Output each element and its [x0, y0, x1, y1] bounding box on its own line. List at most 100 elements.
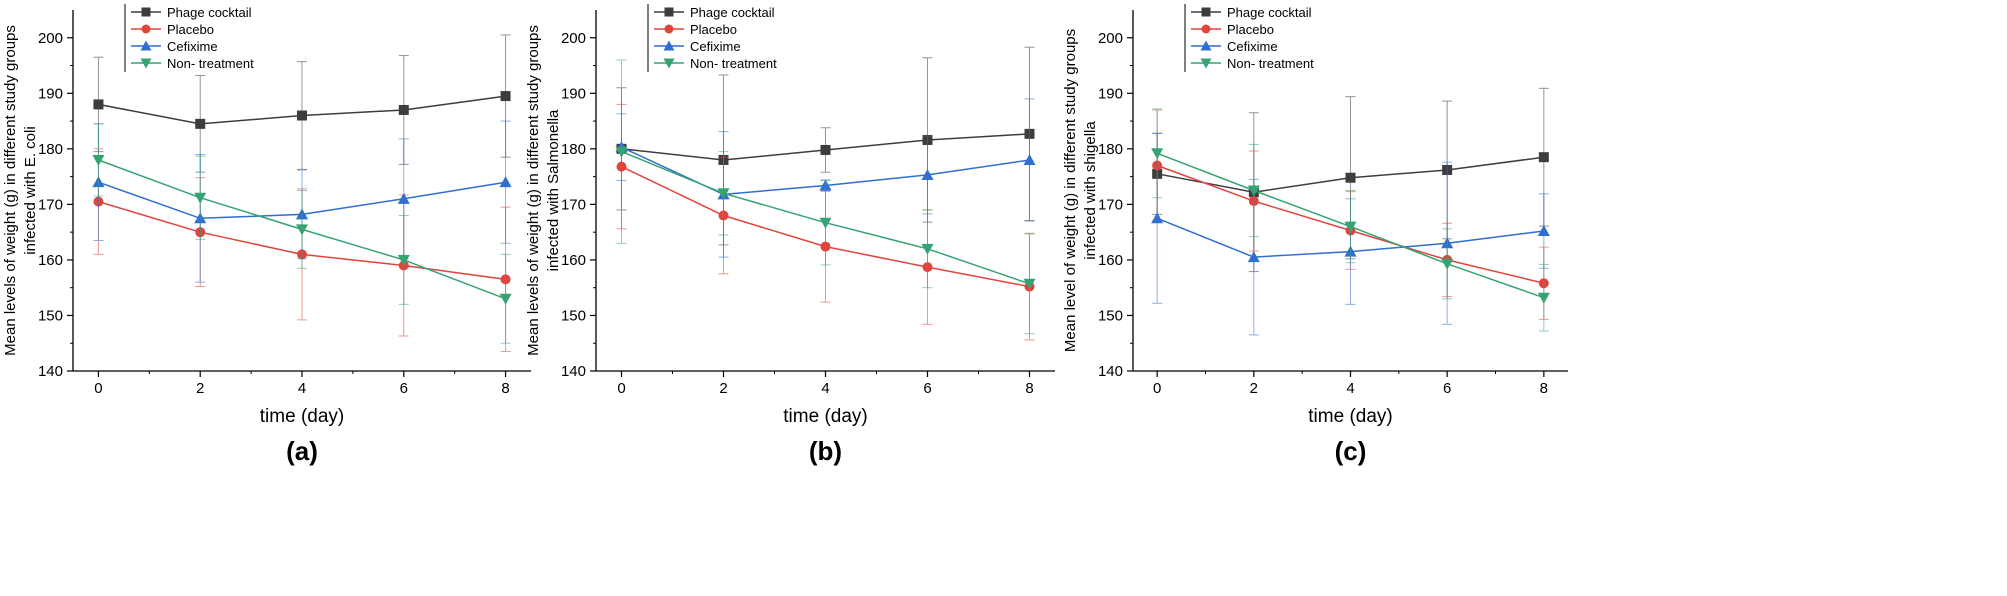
y-tick-label: 150: [1098, 307, 1123, 324]
data-point: [141, 24, 151, 34]
series-non-treatment: [1151, 108, 1550, 332]
y-tick-label: 200: [38, 30, 63, 47]
data-point: [296, 224, 308, 236]
x-tick-label: 8: [1025, 380, 1033, 397]
x-tick-label: 6: [923, 380, 931, 397]
y-axis-label: Mean levels of weight (g) in different s…: [2, 25, 39, 356]
x-axis-label: time (day): [1308, 406, 1392, 427]
y-axis-label-line: Mean levels of weight (g) in different s…: [525, 25, 542, 356]
panel-label: (b): [809, 436, 842, 466]
data-point: [195, 118, 206, 129]
legend-label: Cefixime: [1227, 39, 1278, 54]
data-point: [140, 58, 152, 69]
y-tick-label: 180: [1098, 141, 1123, 158]
data-point: [194, 192, 207, 204]
data-point: [820, 144, 831, 155]
x-tick-label: 0: [1153, 380, 1161, 397]
data-point: [141, 7, 151, 17]
y-tick-label: 180: [561, 141, 586, 158]
data-point: [499, 293, 512, 305]
y-tick-label: 190: [561, 85, 586, 102]
legend-item: Placebo: [1191, 22, 1274, 37]
data-point: [1441, 258, 1454, 270]
panel-label: (a): [286, 436, 318, 466]
data-point: [1023, 153, 1036, 165]
y-tick-label: 150: [561, 307, 586, 324]
legend-label: Placebo: [1227, 22, 1274, 37]
x-axis-label: time (day): [783, 406, 867, 427]
legend-item: Placebo: [131, 22, 214, 37]
data-point: [1151, 148, 1164, 160]
data-point: [1344, 221, 1357, 233]
x-tick-label: 2: [1250, 380, 1258, 397]
data-point: [1201, 7, 1211, 17]
y-tick-label: 140: [561, 363, 586, 380]
legend-item: Cefixime: [131, 39, 218, 54]
legend-item: Non- treatment: [131, 56, 254, 71]
legend: Phage cocktail Placebo Cefixime Non- treatm…: [124, 4, 254, 72]
y-tick-label: 170: [38, 196, 63, 213]
y-tick-label: 170: [1098, 196, 1123, 213]
data-point: [500, 91, 511, 102]
y-axis-label: Mean level of weight (g) in different st…: [1062, 29, 1099, 352]
data-point: [1345, 172, 1356, 183]
y-tick-label: 140: [38, 363, 63, 380]
legend-item: Cefixime: [1191, 39, 1278, 54]
data-point: [921, 168, 934, 180]
x-tick-label: 8: [501, 380, 509, 397]
data-point: [140, 40, 152, 51]
y-axis-label-line: infected with shigella: [1082, 121, 1099, 260]
legend-label: Phage cocktail: [690, 5, 775, 20]
data-point: [664, 24, 674, 34]
legend-item: Non- treatment: [654, 56, 777, 71]
data-point: [397, 254, 410, 266]
data-point: [499, 176, 512, 188]
y-axis-label-line: Mean levels of weight (g) in different s…: [2, 25, 19, 356]
x-tick-label: 0: [617, 380, 625, 397]
x-tick-label: 6: [400, 380, 408, 397]
data-point: [398, 104, 409, 115]
data-point: [1537, 292, 1550, 304]
legend-label: Non- treatment: [690, 56, 777, 71]
chart-panel-1: 140 150 160 170 180 190 200 0 2 4 6 8 time (day) Mean…: [2, 4, 531, 466]
legend-item: Non- treatment: [1191, 56, 1314, 71]
y-tick-label: 160: [1098, 252, 1123, 269]
data-point: [1023, 278, 1036, 290]
data-point: [1151, 212, 1164, 224]
y-tick-label: 140: [1098, 363, 1123, 380]
y-tick-label: 150: [38, 307, 63, 324]
legend-item: Cefixime: [654, 39, 741, 54]
series-non-treatment: [615, 59, 1036, 335]
data-point: [1247, 251, 1260, 263]
legend-label: Phage cocktail: [1227, 5, 1312, 20]
x-tick-label: 4: [298, 380, 306, 397]
data-point: [397, 192, 410, 204]
data-point: [717, 188, 730, 200]
legend-label: Cefixime: [690, 39, 741, 54]
data-point: [1538, 152, 1549, 163]
y-tick-label: 190: [38, 85, 63, 102]
data-point: [819, 217, 832, 229]
legend-label: Non- treatment: [167, 56, 254, 71]
x-tick-label: 6: [1443, 380, 1451, 397]
x-axis-label: time (day): [260, 406, 344, 427]
y-tick-label: 200: [561, 30, 586, 47]
series-non-treatment: [92, 123, 512, 344]
y-tick-label: 170: [561, 196, 586, 213]
x-tick-label: 8: [1540, 380, 1548, 397]
y-axis-label-line: infected with E. coli: [22, 126, 39, 254]
data-point: [663, 40, 675, 51]
legend-item: Phage cocktail: [654, 5, 775, 20]
y-tick-label: 200: [1098, 30, 1123, 47]
legend-label: Non- treatment: [1227, 56, 1314, 71]
chart-panel-3: 140 150 160 170 180 190 200 0 2 4 6 8 time (day) Mean…: [1062, 4, 1568, 466]
legend-item: Phage cocktail: [131, 5, 252, 20]
x-tick-label: 2: [719, 380, 727, 397]
y-axis-label: Mean levels of weight (g) in different s…: [525, 25, 562, 356]
chart-panel-2: 140 150 160 170 180 190 200 0 2 4 6 8 time (day) Mean…: [525, 4, 1055, 466]
data-point: [1200, 40, 1212, 51]
legend-label: Phage cocktail: [167, 5, 252, 20]
legend: Phage cocktail Placebo Cefixime Non- treatm…: [1184, 4, 1314, 72]
